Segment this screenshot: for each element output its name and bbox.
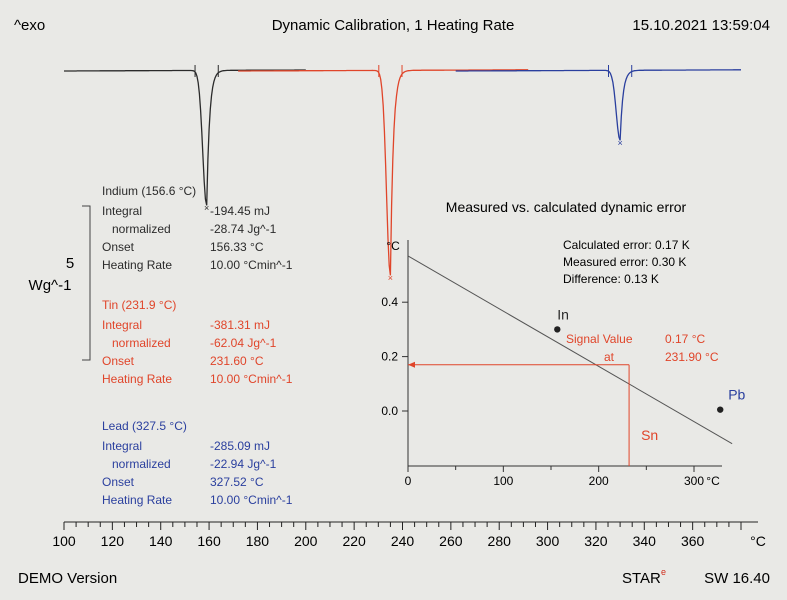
result-label: Heating Rate <box>102 372 172 386</box>
inset-x-tick-label: 100 <box>493 474 513 488</box>
result-label: Integral <box>102 204 142 218</box>
inset-stat-line: Calculated error: 0.17 K <box>563 238 690 252</box>
result-label: normalized <box>112 336 171 350</box>
dsc-curves: × × × <box>64 65 741 283</box>
main-x-tick-label: 140 <box>149 533 173 549</box>
inset-stat-line: Difference: 0.13 K <box>563 272 659 286</box>
inset-x-tick-label: 0 <box>405 474 412 488</box>
product-version-number: SW 16.40 <box>704 570 770 587</box>
main-x-tick-label: 220 <box>342 533 366 549</box>
inset-stat-line: Measured error: 0.30 K <box>563 255 686 269</box>
main-x-tick-label: 360 <box>681 533 705 549</box>
product-mark: e <box>661 567 666 577</box>
inset-x-unit: °C <box>706 474 720 488</box>
main-x-tick-label: 240 <box>391 533 415 549</box>
result-label: Heating Rate <box>102 258 172 272</box>
product-version: STAR e SW 16.40 <box>622 567 770 587</box>
inset-y-tick-label: 0.0 <box>381 404 398 418</box>
peak-marker-indium: × <box>204 203 209 213</box>
inset-axes: 0.0 0.2 0.4 0 100 200 300 Sn In Pb <box>381 240 746 488</box>
signal-at: at <box>604 350 615 364</box>
results-block: Indium (156.6 °C) Integral -194.45 mJ norma… <box>102 184 293 507</box>
inset-y-tick-label: 0.2 <box>381 350 398 364</box>
main-x-tick-label: 320 <box>584 533 608 549</box>
result-value: -22.94 Jg^-1 <box>210 457 277 471</box>
timestamp: 15.10.2021 13:59:04 <box>632 17 770 34</box>
main-x-tick-label: 200 <box>294 533 318 549</box>
result-label: Integral <box>102 439 142 453</box>
result-title: Indium (156.6 °C) <box>102 184 196 198</box>
main-x-axis: 100 120 140 160 180 200 220 240 260 280 300 320 340 3… <box>52 521 758 549</box>
result-value: 10.00 °Cmin^-1 <box>210 258 293 272</box>
result-value: -285.09 mJ <box>210 439 270 453</box>
main-x-unit: °C <box>750 533 766 549</box>
result-value: 10.00 °Cmin^-1 <box>210 493 293 507</box>
inset-y-unit: °C <box>386 239 400 253</box>
dsc-curve-indium <box>64 69 306 206</box>
dsc-curve-lead <box>455 69 741 141</box>
result-title: Lead (327.5 °C) <box>102 419 187 433</box>
result-value: -62.04 Jg^-1 <box>210 336 277 350</box>
main-x-tick-label: 300 <box>536 533 560 549</box>
peak-marker-lead: × <box>617 138 622 148</box>
inset-point-pb <box>717 406 724 413</box>
peak-marker-tin: × <box>388 273 393 283</box>
main-x-tick-label: 180 <box>246 533 270 549</box>
inset-y-tick-label: 0.4 <box>381 295 398 309</box>
result-label: Integral <box>102 318 142 332</box>
inset-chart: Measured vs. calculated dynamic error °C… <box>381 199 745 488</box>
result-label: Onset <box>102 354 135 368</box>
result-value: -194.45 mJ <box>210 204 270 218</box>
result-value: 327.52 °C <box>210 475 264 489</box>
result-value: 10.00 °Cmin^-1 <box>210 372 293 386</box>
exo-label: ^exo <box>14 17 45 34</box>
inset-x-tick-label: 200 <box>589 474 609 488</box>
result-value: -28.74 Jg^-1 <box>210 222 277 236</box>
inset-sn-label: Sn <box>641 427 658 443</box>
result-label: Onset <box>102 240 135 254</box>
main-x-tick-label: 280 <box>488 533 512 549</box>
result-label: Onset <box>102 475 135 489</box>
inset-sn-arrow <box>408 361 415 368</box>
result-label: normalized <box>112 457 171 471</box>
inset-point-label: Pb <box>728 387 745 403</box>
main-x-tick-label: 100 <box>52 533 76 549</box>
page-title: Dynamic Calibration, 1 Heating Rate <box>272 17 515 34</box>
signal-label: Signal Value <box>566 332 633 346</box>
product-name: STAR <box>622 570 661 587</box>
result-label: Heating Rate <box>102 493 172 507</box>
signal-value: 0.17 °C <box>665 332 705 346</box>
demo-version: DEMO Version <box>18 570 117 587</box>
main-x-tick-label: 340 <box>633 533 657 549</box>
scale-unit: Wg^-1 <box>29 277 72 294</box>
result-label: normalized <box>112 222 171 236</box>
inset-x-tick-label: 300 <box>684 474 704 488</box>
inset-title: Measured vs. calculated dynamic error <box>446 199 687 215</box>
scale-value: 5 <box>66 255 74 272</box>
inset-point-label: In <box>557 306 569 322</box>
inset-stats: Calculated error: 0.17 K Measured error: … <box>563 238 719 364</box>
scale-bracket <box>82 205 91 361</box>
dsc-curve-tin <box>238 69 529 276</box>
main-x-tick-label: 120 <box>101 533 125 549</box>
main-x-tick-label: 160 <box>197 533 221 549</box>
result-value: 231.60 °C <box>210 354 264 368</box>
signal-temp: 231.90 °C <box>665 350 719 364</box>
result-title: Tin (231.9 °C) <box>102 298 176 312</box>
inset-regression-line <box>407 255 733 445</box>
result-value: -381.31 mJ <box>210 318 270 332</box>
inset-point-in <box>554 326 561 333</box>
main-x-tick-label: 260 <box>439 533 463 549</box>
result-value: 156.33 °C <box>210 240 264 254</box>
